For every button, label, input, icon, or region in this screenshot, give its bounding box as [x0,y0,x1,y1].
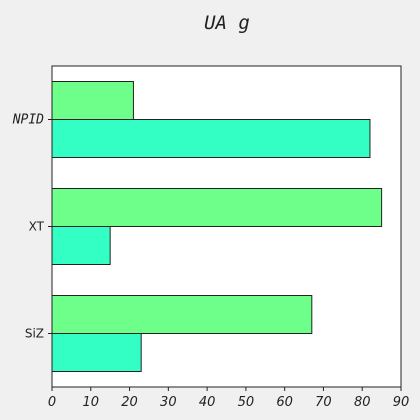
bar-xt-series-2 [51,188,383,227]
x-tick-label: 10 [83,395,100,410]
bar-siz-series-2 [51,295,313,334]
y-tick-label: XT [29,220,45,234]
bar-npid-series-1 [51,119,371,158]
bar-npid-series-2 [51,81,134,120]
y-tick-label: SiZ [25,327,44,341]
x-tick-label: 50 [238,395,255,410]
x-tick-label: 0 [48,395,56,410]
x-tick-label: 20 [121,395,138,410]
x-tick-label: 60 [276,395,293,410]
x-tick-label: 80 [354,395,371,410]
bar-siz-series-1 [51,333,142,372]
x-tick-label: 90 [393,395,410,410]
x-tick-label: 70 [315,395,332,410]
x-tick-label: 30 [160,395,177,410]
chart-title: UA g [204,12,250,34]
y-tick-label: NPID [12,113,44,128]
bar-xt-series-1 [51,226,111,265]
x-tick-label: 40 [199,395,216,410]
